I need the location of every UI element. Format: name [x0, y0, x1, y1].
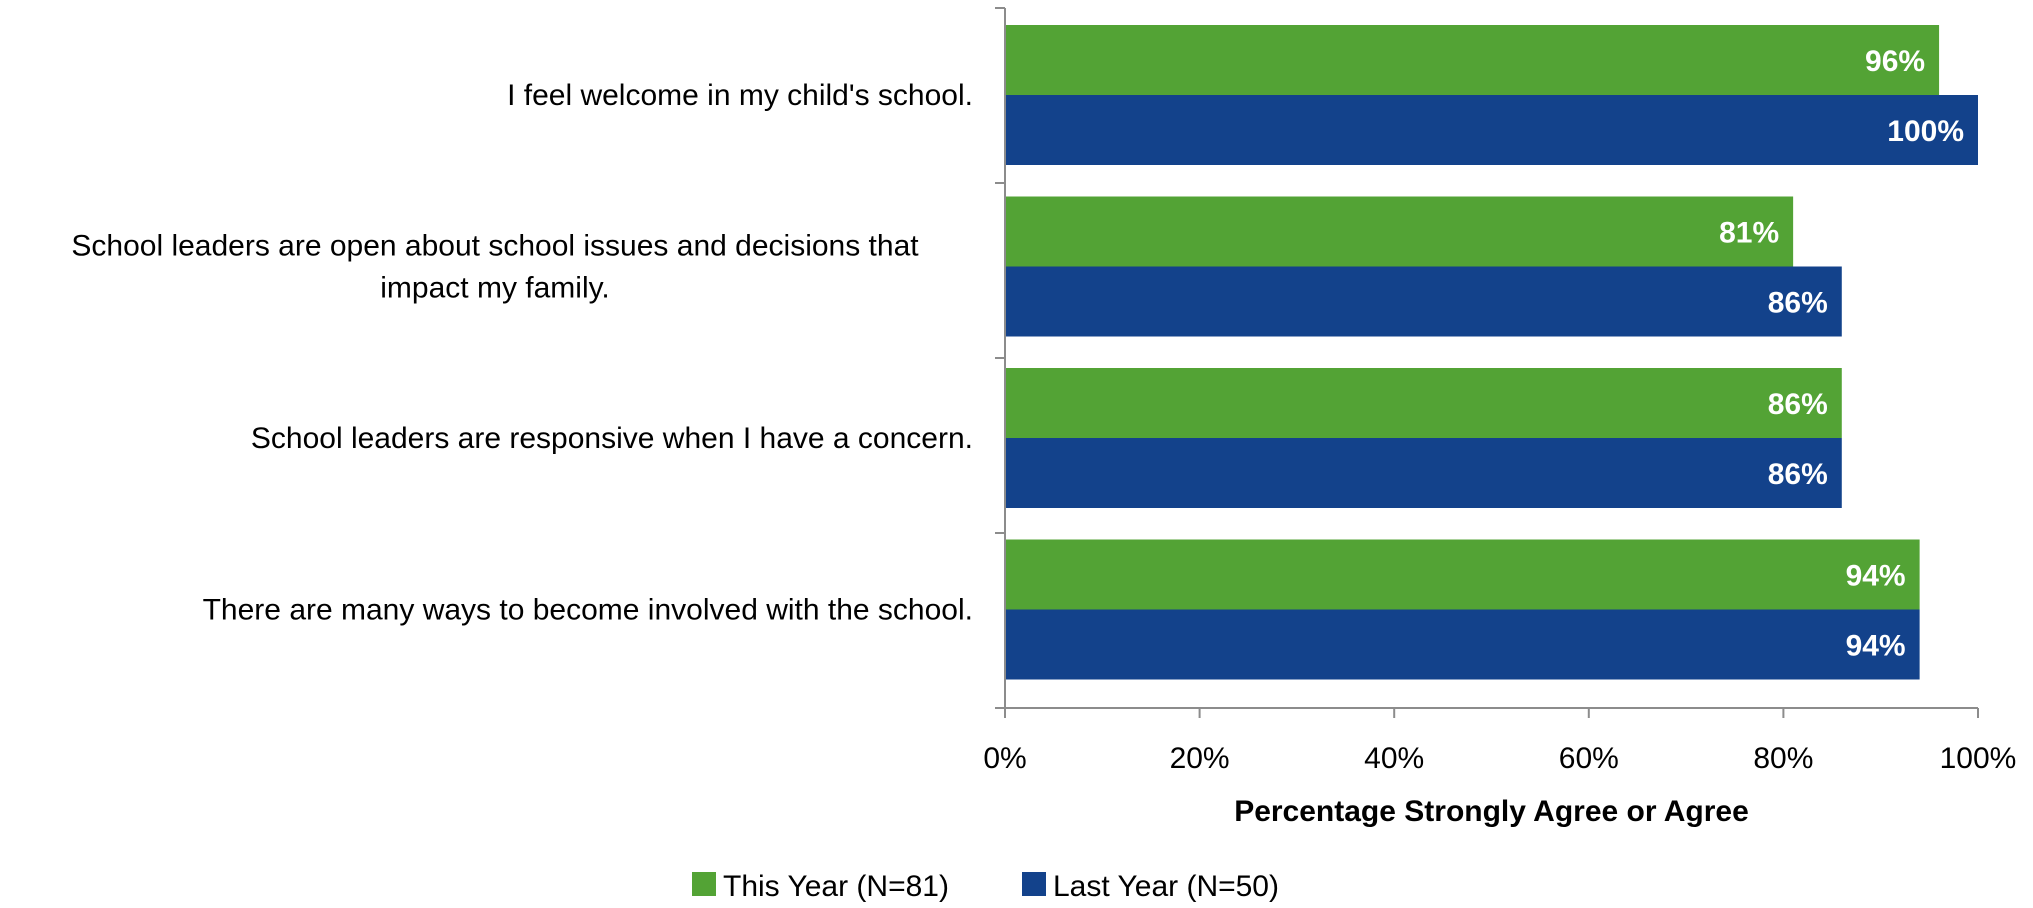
bar-this-year-2	[1005, 196, 1794, 267]
bar-last-year-3	[1005, 438, 1842, 508]
data-label: 94%	[1846, 630, 1906, 663]
category-label: impact my family.	[380, 272, 609, 305]
x-tick-label: 20%	[1170, 742, 1230, 775]
legend-swatch-last-year	[1022, 872, 1046, 896]
data-label: 81%	[1719, 217, 1779, 250]
x-tick-label: 80%	[1753, 742, 1813, 775]
data-label: 86%	[1768, 287, 1828, 320]
category-label: There are many ways to become involved w…	[203, 594, 973, 627]
legend-label-this-year: This Year (N=81)	[723, 870, 949, 903]
bar-this-year-4	[1005, 539, 1920, 610]
x-tick-label: 100%	[1940, 742, 2017, 775]
bars-layer	[1005, 25, 1978, 680]
data-label: 94%	[1846, 560, 1906, 593]
bar-this-year-3	[1005, 368, 1842, 438]
bar-last-year-1	[1005, 95, 1978, 165]
bar-this-year-1	[1005, 25, 1940, 95]
data-label: 96%	[1865, 45, 1925, 78]
data-label: 86%	[1768, 458, 1828, 491]
bar-last-year-4	[1005, 609, 1920, 680]
category-label: School leaders are open about school iss…	[71, 230, 919, 263]
labels-layer: 96% 100% I feel welcome in my child's scho…	[71, 45, 2016, 828]
bar-last-year-2	[1005, 266, 1842, 337]
category-label: I feel welcome in my child's school.	[507, 79, 973, 112]
category-label: School leaders are responsive when I hav…	[251, 422, 973, 455]
legend-swatch-this-year	[692, 872, 716, 896]
data-label: 100%	[1887, 115, 1964, 148]
x-tick-label: 0%	[983, 742, 1026, 775]
data-label: 86%	[1768, 388, 1828, 421]
x-tick-label: 60%	[1559, 742, 1619, 775]
x-tick-label: 40%	[1364, 742, 1424, 775]
legend-label-last-year: Last Year (N=50)	[1053, 870, 1279, 903]
axes	[995, 7, 1979, 718]
x-axis-title: Percentage Strongly Agree or Agree	[1234, 795, 1749, 828]
legend: This Year (N=81) Last Year (N=50)	[692, 870, 1279, 903]
